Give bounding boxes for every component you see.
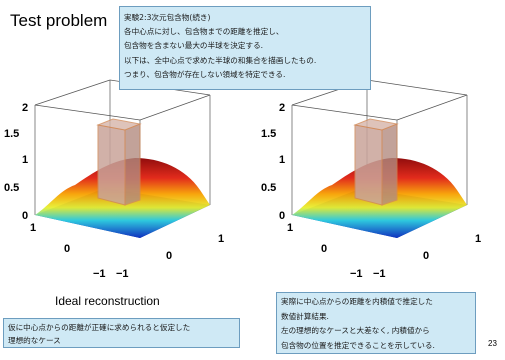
y-tick: 0 [166,250,172,262]
z-tick: 0.5 [4,182,19,194]
x-tick: 0 [321,243,327,255]
note-line: つまり、包含物が存在しない領域を特定できる. [124,69,286,79]
z-tick: 0 [279,210,285,222]
z-tick: 2 [22,102,28,114]
note-line: 各中心点に対し、包含物までの距離を推定し、 [124,27,284,37]
note-line: 実験2:3次元包含物(続き) [124,13,211,22]
note-line: 以下は、全中心点で求めた半球の和集合を描画したもの. [124,55,317,65]
slide-title: Test problem [10,11,108,30]
y-tick: 1 [218,233,224,245]
z-tick: 0.5 [261,182,276,194]
z-tick: 2 [279,102,285,114]
z-tick: 1.5 [4,128,19,140]
note-line: 仮に中心点からの距離が正確に求められると仮定した [8,323,191,332]
left-plot-caption: Ideal reconstruction [55,294,160,308]
note-line: 理想的なケース [8,336,61,345]
y-tick: 1 [475,233,481,245]
z-tick: 0 [22,210,28,222]
y-tick: 0 [423,250,429,262]
x-tick: −1 [93,268,106,280]
z-tick: 1 [22,154,28,166]
left-plot: 0 0.5 1 1.5 2 1 0 −1 1 0 −1 [4,79,224,280]
right-plot: 0 0.5 1 1.5 2 1 0 −1 1 0 −1 [261,79,481,280]
x-tick: −1 [350,268,363,280]
x-tick: 1 [30,222,36,234]
note-line: 数値計算結果. [281,311,329,321]
y-tick: −1 [373,268,386,280]
x-tick: 0 [64,243,70,255]
z-tick: 1.5 [261,128,276,140]
note-line: 実際に中心点からの距離を内積値で推定した [281,297,433,306]
top-note-box: 実験2:3次元包含物(続き) 各中心点に対し、包含物までの距離を推定し、 包含物… [119,6,371,90]
z-tick: 1 [279,154,285,166]
note-line: 左の理想的なケースと大差なく, 内積値から [281,326,430,335]
right-note-box: 実際に中心点からの距離を内積値で推定した 数値計算結果. 左の理想的なケースと大… [276,292,476,354]
note-line: 包含物の位置を推定できることを示している. [281,340,435,350]
note-line: 包含物を含まない最大の半球を決定する. [124,41,264,51]
page-number: 23 [488,339,497,348]
y-tick: −1 [116,268,129,280]
x-tick: 1 [287,222,293,234]
left-note-box: 仮に中心点からの距離が正確に求められると仮定した 理想的なケース [3,318,240,348]
